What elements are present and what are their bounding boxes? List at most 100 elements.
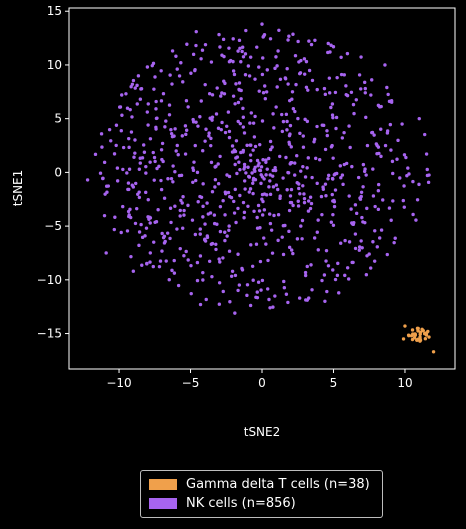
data-point-nk-cells	[178, 208, 182, 213]
data-point-nk-cells	[210, 189, 215, 194]
data-point-nk-cells	[251, 121, 256, 125]
legend-swatch-nk-cells	[149, 498, 177, 509]
data-point-nk-cells	[388, 122, 393, 127]
data-point-nk-cells	[220, 53, 224, 57]
data-point-nk-cells	[400, 122, 404, 126]
data-point-nk-cells	[238, 167, 242, 172]
data-point-nk-cells	[213, 185, 217, 189]
data-point-gamma-delta	[410, 337, 415, 342]
data-point-nk-cells	[274, 105, 278, 109]
data-point-nk-cells	[184, 132, 188, 137]
data-point-nk-cells	[404, 155, 408, 160]
data-point-nk-cells	[326, 50, 330, 55]
data-point-nk-cells	[286, 300, 290, 305]
data-point-nk-cells	[183, 124, 188, 128]
data-point-nk-cells	[210, 118, 214, 122]
data-point-nk-cells	[347, 240, 352, 244]
data-point-gamma-delta	[403, 324, 407, 328]
data-point-nk-cells	[199, 57, 203, 61]
data-point-nk-cells	[354, 98, 358, 102]
data-point-nk-cells	[297, 60, 301, 64]
data-point-nk-cells	[300, 218, 305, 223]
data-point-nk-cells	[164, 119, 168, 123]
data-point-nk-cells	[133, 151, 137, 155]
data-point-nk-cells	[198, 227, 202, 231]
data-point-nk-cells	[245, 143, 249, 148]
data-point-nk-cells	[335, 75, 339, 80]
data-point-nk-cells	[401, 198, 405, 203]
data-point-nk-cells	[248, 55, 253, 59]
data-point-nk-cells	[194, 178, 198, 183]
data-point-nk-cells	[425, 167, 429, 172]
data-point-nk-cells	[196, 124, 200, 128]
data-point-nk-cells	[402, 205, 406, 209]
data-point-nk-cells	[232, 211, 237, 215]
data-point-nk-cells	[291, 107, 296, 111]
data-point-nk-cells	[255, 226, 260, 230]
data-point-nk-cells	[310, 288, 314, 292]
data-point-nk-cells	[218, 204, 223, 209]
data-point-nk-cells	[124, 92, 128, 96]
data-point-nk-cells	[154, 107, 158, 111]
data-point-nk-cells	[331, 115, 335, 120]
data-point-nk-cells	[262, 177, 266, 181]
data-point-nk-cells	[212, 213, 217, 217]
data-point-nk-cells	[307, 39, 311, 43]
data-point-nk-cells	[209, 143, 213, 148]
data-point-nk-cells	[148, 160, 152, 164]
data-point-nk-cells	[144, 226, 149, 230]
data-point-nk-cells	[242, 162, 247, 167]
data-point-nk-cells	[351, 102, 356, 107]
data-point-nk-cells	[255, 215, 259, 220]
data-point-nk-cells	[251, 148, 255, 152]
data-point-nk-cells	[241, 125, 246, 129]
data-point-nk-cells	[315, 87, 319, 92]
data-point-nk-cells	[219, 94, 223, 98]
data-point-nk-cells	[322, 123, 326, 128]
data-point-nk-cells	[345, 51, 350, 56]
data-point-nk-cells	[236, 252, 240, 256]
data-point-nk-cells	[309, 201, 314, 206]
data-point-nk-cells	[221, 256, 225, 260]
data-point-nk-cells	[284, 155, 288, 160]
data-point-nk-cells	[177, 173, 182, 178]
data-point-nk-cells	[331, 212, 335, 217]
data-point-nk-cells	[331, 156, 335, 160]
data-point-nk-cells	[85, 178, 90, 182]
y-tick-label: −15	[37, 327, 62, 341]
data-point-nk-cells	[278, 154, 282, 159]
data-point-nk-cells	[350, 260, 354, 265]
data-point-nk-cells	[307, 68, 312, 73]
data-point-nk-cells	[100, 176, 105, 181]
data-point-gamma-delta	[424, 333, 429, 337]
y-tick-label: −5	[44, 219, 62, 233]
data-point-nk-cells	[271, 185, 276, 189]
data-point-nk-cells	[333, 90, 338, 95]
data-point-nk-cells	[372, 133, 376, 137]
data-point-nk-cells	[138, 161, 142, 165]
data-point-nk-cells	[243, 52, 248, 56]
data-point-gamma-delta	[431, 350, 436, 354]
data-point-nk-cells	[137, 243, 141, 248]
data-point-nk-cells	[180, 201, 184, 205]
data-point-nk-cells	[198, 302, 203, 307]
data-point-nk-cells	[232, 72, 237, 77]
data-point-nk-cells	[273, 294, 277, 298]
data-point-nk-cells	[283, 76, 287, 80]
data-point-nk-cells	[233, 273, 238, 278]
data-point-nk-cells	[218, 45, 222, 49]
data-point-nk-cells	[386, 92, 390, 97]
data-point-nk-cells	[361, 185, 365, 189]
data-point-nk-cells	[260, 213, 265, 217]
data-point-nk-cells	[268, 306, 272, 310]
data-point-nk-cells	[362, 169, 367, 174]
data-point-nk-cells	[225, 234, 229, 238]
data-point-nk-cells	[198, 115, 202, 119]
data-point-nk-cells	[214, 242, 218, 246]
data-point-nk-cells	[378, 236, 382, 240]
data-point-nk-cells	[125, 229, 130, 233]
data-point-nk-cells	[186, 203, 190, 208]
data-point-nk-cells	[323, 182, 328, 186]
data-point-nk-cells	[148, 251, 152, 255]
data-point-nk-cells	[176, 153, 180, 157]
